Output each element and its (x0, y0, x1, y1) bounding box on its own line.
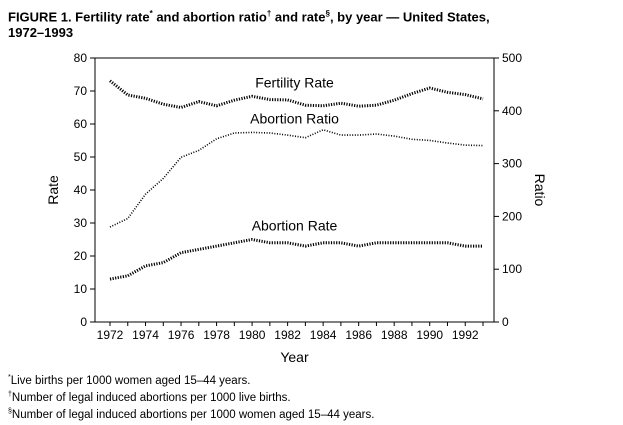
chart-axes: 0 10 20 30 40 50 60 70 80 0 100 200 300 400 500 1972 197… (74, 51, 523, 342)
y-right-tick-label: 100 (502, 262, 522, 276)
x-tick-label: 1974 (132, 328, 159, 342)
y-left-tick-label: 40 (74, 183, 88, 197)
y-right-tick-label: 400 (502, 104, 522, 118)
x-tick-label: 1980 (239, 328, 266, 342)
y-left-tick-label: 80 (74, 51, 88, 65)
x-tick-label: 1982 (274, 328, 301, 342)
x-axis-label: Year (280, 349, 309, 365)
x-tick-label: 1988 (381, 328, 408, 342)
line-chart: 0 10 20 30 40 50 60 70 80 0 100 200 300 400 500 1972 197… (45, 51, 548, 365)
footnote-abortion-rate: §Number of legal induced abortions per 1… (8, 407, 375, 421)
y-axis-right-label: Ratio (532, 174, 548, 207)
y-left-tick-label: 70 (74, 84, 88, 98)
x-tick-label: 1978 (203, 328, 230, 342)
footnote-abortion-ratio: †Number of legal induced abortions per 1… (8, 390, 291, 404)
footnote-fertility: *Live births per 1000 women aged 15–44 y… (8, 374, 251, 387)
series-label: Fertility Rate (255, 74, 334, 90)
x-tick-label: 1990 (416, 328, 443, 342)
series-line-fertility-rate (109, 79, 484, 110)
series-label: Abortion Ratio (250, 110, 339, 126)
y-left-tick-label: 20 (74, 249, 88, 263)
series-line-abortion-ratio (109, 128, 484, 228)
y-axis-left-label: Rate (45, 175, 61, 205)
x-tick-label: 1972 (97, 328, 124, 342)
x-tick-label: 1984 (310, 328, 337, 342)
series-line-abortion-rate (109, 237, 483, 281)
series-layer (109, 79, 484, 281)
y-right-tick-label: 0 (502, 315, 509, 329)
series-labels: Fertility Rate Abortion Ratio Abortion Rat… (250, 74, 339, 233)
y-right-tick-label: 500 (502, 51, 522, 65)
y-left-tick-label: 10 (74, 282, 88, 296)
y-left-tick-label: 0 (80, 315, 87, 329)
y-left-tick-label: 50 (74, 150, 88, 164)
x-tick-label: 1986 (345, 328, 372, 342)
y-left-tick-label: 60 (74, 117, 88, 131)
y-right-tick-label: 200 (502, 209, 522, 223)
plot-frame (94, 57, 495, 323)
x-tick-label: 1976 (168, 328, 195, 342)
series-label: Abortion Rate (252, 218, 338, 234)
y-left-tick-label: 30 (74, 216, 88, 230)
x-tick-label: 1992 (452, 328, 479, 342)
footnotes: *Live births per 1000 women aged 15–44 y… (8, 371, 608, 421)
y-right-tick-label: 300 (502, 157, 522, 171)
figure-title: FIGURE 1. Fertility rate* and abortion r… (8, 9, 490, 41)
